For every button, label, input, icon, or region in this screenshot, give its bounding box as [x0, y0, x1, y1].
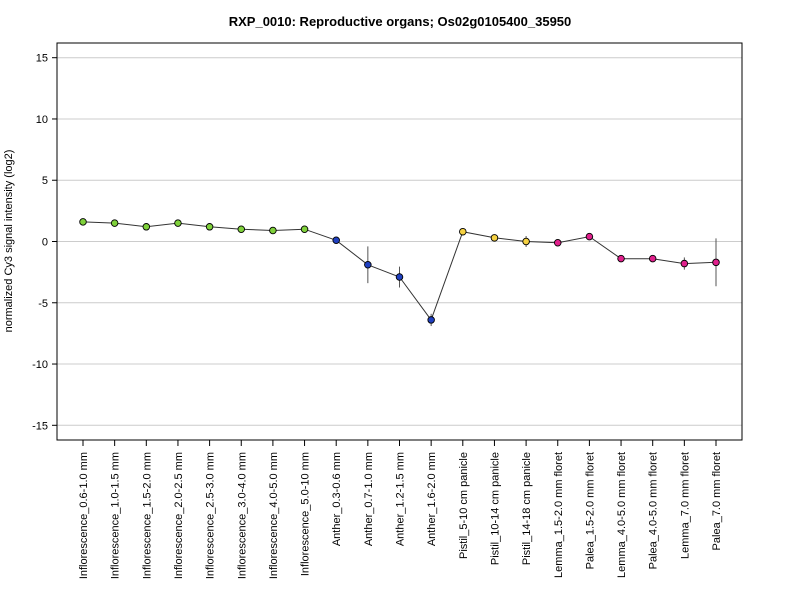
x-tick-label: Anther_0.3-0.6 mm [331, 452, 343, 546]
data-point [617, 254, 625, 263]
x-tick-label: Inflorescence_1.5-2.0 mm [141, 452, 153, 579]
x-tick-label: Anther_1.6-2.0 mm [426, 452, 438, 546]
plot-frame [56, 42, 743, 441]
y-tick-label: -5 [38, 298, 48, 310]
data-point [427, 316, 435, 324]
data-point [300, 225, 309, 233]
data-point [395, 273, 404, 281]
data-point [174, 219, 182, 227]
x-tick-label: Pistil_10-14 cm panicle [489, 452, 501, 565]
x-tick-label: Palea_7.0 mm floret [711, 452, 723, 550]
grid [57, 57, 742, 426]
x-tick-label: Lemma_1.5-2.0 mm floret [553, 452, 565, 578]
data-points [79, 218, 720, 324]
x-tick-label: Palea_4.0-5.0 mm floret [648, 452, 660, 569]
x-tick-label: Inflorescence_0.6-1.0 mm [78, 452, 90, 579]
chart-title: RXP_0010: Reproductive organs; Os02g0105… [229, 14, 572, 29]
x-tick-label: Pistil_5-10 cm panicle [458, 452, 470, 559]
x-tick-label: Inflorescence_5.0-10 mm [300, 452, 312, 576]
x-tick-label: Anther_0.7-1.0 mm [363, 452, 375, 546]
data-point [79, 218, 87, 226]
x-tick-label: Inflorescence_2.5-3.0 mm [205, 452, 217, 579]
data-point [712, 258, 720, 267]
data-point [522, 237, 530, 246]
data-point [554, 238, 562, 247]
error-bars [82, 220, 717, 327]
x-tick-label: Palea_1.5-2.0 mm floret [584, 452, 596, 569]
data-point [364, 261, 372, 269]
data-point [110, 219, 119, 227]
data-point [680, 259, 689, 268]
data-point [459, 227, 467, 236]
y-axis-label: normalized Cy3 signal intensity (log2) [3, 150, 15, 333]
data-point [332, 236, 340, 245]
y-tick-label: 10 [36, 114, 48, 126]
x-axis: Inflorescence_0.6-1.0 mm Inflorescence_1.… [78, 440, 723, 579]
x-tick-label: Inflorescence_2.0-2.5 mm [173, 452, 185, 579]
data-point [237, 225, 245, 233]
x-tick-label: Anther_1.2-1.5 mm [395, 452, 407, 546]
x-tick-label: Lemma_4.0-5.0 mm floret [616, 452, 628, 578]
data-point [490, 234, 499, 242]
data-point [142, 223, 151, 231]
y-tick-label: -10 [32, 359, 48, 371]
data-point [205, 223, 214, 231]
x-tick-label: Lemma_7.0 mm floret [679, 452, 691, 559]
x-tick-label: Inflorescence_4.0-5.0 mm [268, 452, 280, 579]
y-axis: -15 -10 -5 0 5 10 15 [32, 53, 57, 432]
y-tick-label: 5 [42, 175, 48, 187]
y-tick-label: 0 [42, 237, 48, 249]
x-tick-label: Pistil_14-18 cm panicle [521, 452, 533, 565]
data-point [648, 254, 657, 263]
x-tick-label: Inflorescence_1.0-1.5 mm [110, 452, 122, 579]
data-point [585, 232, 594, 241]
x-tick-label: Inflorescence_3.0-4.0 mm [236, 452, 248, 579]
y-tick-label: -15 [32, 420, 48, 432]
y-tick-label: 15 [36, 53, 48, 65]
data-point [269, 226, 277, 235]
